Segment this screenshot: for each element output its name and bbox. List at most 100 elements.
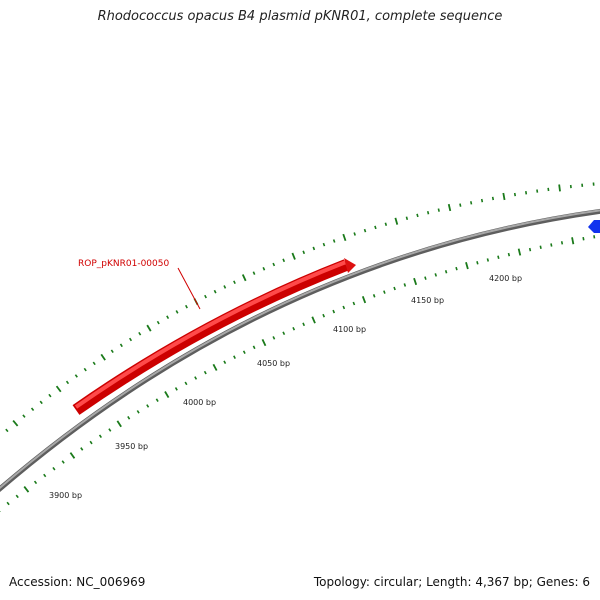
minor-tick — [550, 243, 553, 247]
minor-tick — [252, 271, 256, 275]
minor-tick — [108, 428, 112, 432]
minor-tick — [233, 280, 236, 285]
minor-tick — [33, 480, 38, 485]
minor-tick — [302, 322, 306, 327]
major-tick — [55, 385, 62, 393]
major-tick — [394, 217, 399, 225]
gene-arrowhead — [344, 258, 356, 273]
minor-tick — [384, 222, 388, 227]
minor-tick — [342, 305, 346, 310]
minor-tick — [6, 501, 10, 506]
minor-tick — [507, 252, 511, 257]
major-tick — [164, 391, 170, 398]
minor-tick — [39, 400, 43, 405]
scale-label: 4050 bp — [257, 359, 290, 368]
inner-tick-ring — [0, 235, 596, 512]
major-tick — [261, 339, 267, 347]
minor-tick — [374, 225, 377, 230]
major-tick — [146, 324, 152, 332]
minor-tick — [89, 440, 93, 445]
minor-tick — [233, 355, 236, 359]
minor-tick — [30, 407, 35, 411]
minor-tick — [292, 326, 296, 331]
gene-leader-line — [177, 267, 201, 310]
major-tick — [69, 452, 76, 459]
major-tick — [502, 192, 506, 201]
scale-label: 4150 bp — [411, 296, 444, 305]
minor-tick — [48, 393, 52, 398]
minor-tick — [593, 235, 596, 239]
minor-tick — [98, 434, 103, 438]
minor-tick — [426, 210, 430, 215]
scale-label: 4100 bp — [333, 325, 366, 334]
minor-tick — [444, 269, 448, 274]
minor-tick — [156, 320, 160, 325]
minor-tick — [363, 228, 367, 233]
minor-tick — [282, 331, 286, 336]
minor-tick — [61, 460, 65, 464]
minor-tick — [332, 309, 336, 314]
major-tick — [291, 252, 296, 260]
minor-tick — [128, 337, 133, 342]
minor-tick — [223, 285, 227, 289]
minor-tick — [80, 447, 84, 451]
minor-tick — [65, 380, 70, 385]
minor-tick — [194, 376, 198, 380]
minor-tick — [528, 247, 532, 252]
minor-tick — [497, 255, 500, 259]
minor-tick — [403, 283, 407, 287]
minor-tick — [437, 208, 440, 212]
major-tick — [465, 262, 469, 270]
scale-label: 3950 bp — [115, 442, 148, 451]
minor-tick — [539, 245, 542, 249]
minor-tick — [166, 315, 170, 320]
minor-tick — [185, 304, 188, 309]
major-tick — [241, 274, 247, 282]
major-tick — [212, 363, 218, 371]
minor-tick — [223, 360, 227, 365]
minor-tick — [119, 343, 123, 348]
minor-tick — [146, 404, 150, 408]
minor-tick — [322, 242, 326, 247]
minor-tick — [405, 216, 409, 221]
minor-tick — [83, 367, 87, 372]
minor-tick — [204, 294, 207, 299]
map-title: Rhodococcus opacus B4 plasmid pKNR01, co… — [97, 9, 503, 24]
minor-tick — [332, 239, 336, 243]
scale-label: 4200 bp — [489, 274, 522, 283]
major-tick — [116, 420, 122, 428]
minor-tick — [5, 428, 9, 433]
major-tick — [447, 203, 452, 212]
gene-label[interactable]: ROP_pKNR01-00050 — [78, 259, 169, 269]
minor-tick — [282, 258, 286, 263]
minor-tick — [252, 345, 256, 350]
minor-tick — [353, 232, 356, 236]
gene-arrow-body — [72, 259, 349, 415]
minor-tick — [416, 213, 419, 218]
minor-tick — [434, 273, 437, 277]
minor-tick — [486, 258, 490, 262]
reverse-gene-feature[interactable] — [588, 220, 600, 233]
major-tick — [558, 184, 561, 192]
minor-tick — [582, 237, 585, 241]
plasmid-backbone-highlight — [0, 209, 600, 490]
minor-tick — [312, 246, 316, 251]
accession-text: Accession: NC_006969 — [9, 575, 146, 589]
major-tick — [571, 237, 575, 245]
major-tick — [311, 316, 316, 324]
minor-tick — [155, 398, 159, 402]
minor-tick — [383, 290, 386, 294]
minor-tick — [242, 350, 246, 355]
minor-tick — [560, 241, 564, 245]
minor-tick — [480, 198, 484, 203]
major-tick — [12, 419, 19, 427]
minor-tick — [424, 276, 427, 280]
major-tick — [23, 485, 30, 493]
minor-tick — [184, 381, 188, 386]
gene-feature[interactable] — [72, 258, 356, 415]
minor-tick — [352, 301, 356, 306]
minor-tick — [127, 416, 131, 420]
minor-tick — [136, 410, 140, 414]
minor-tick — [470, 201, 473, 205]
